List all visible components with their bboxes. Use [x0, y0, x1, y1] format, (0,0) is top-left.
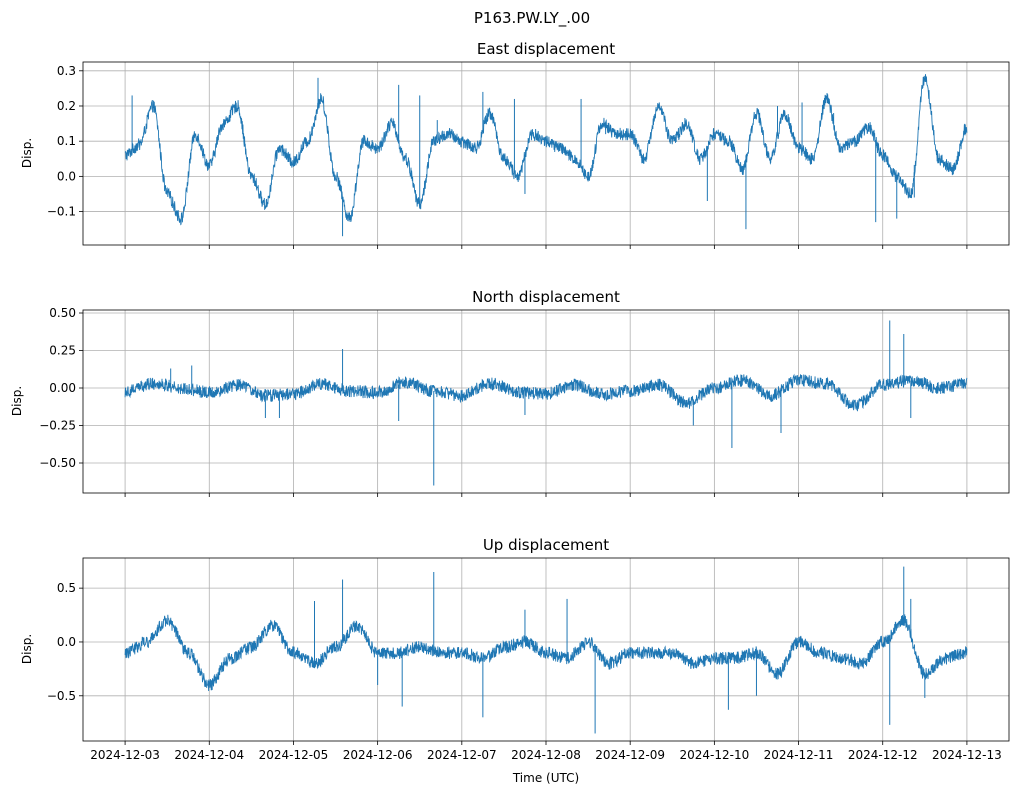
up-x-tick-label: 2024-12-08 [511, 748, 581, 762]
north-panel-title: North displacement [472, 288, 620, 306]
up-panel-title: Up displacement [483, 536, 609, 554]
up-x-tick-label: 2024-12-13 [932, 748, 1002, 762]
x-axis-label: Time (UTC) [512, 771, 579, 785]
up-x-tick-label: 2024-12-12 [848, 748, 918, 762]
east-displacement-panel: East displacement Disp. −0.1 0.0 0.1 0.2 0.3 [20, 40, 1010, 249]
east-y-tick-label: 0.2 [57, 99, 76, 113]
north-y-tick-label: −0.50 [39, 456, 76, 470]
east-y-tick-label: 0.3 [57, 64, 76, 78]
up-plot-frame [82, 557, 1010, 742]
up-x-tick-label: 2024-12-03 [90, 748, 160, 762]
up-x-tick-label: 2024-12-06 [343, 748, 413, 762]
north-y-tick-label: 0.25 [49, 344, 76, 358]
north-y-tick-label: 0.00 [49, 381, 76, 395]
up-x-tick-label: 2024-12-09 [595, 748, 665, 762]
north-displacement-series-line [124, 373, 968, 412]
up-x-tick-label: 2024-12-07 [427, 748, 497, 762]
up-y-tick-label: 0.0 [57, 635, 76, 649]
north-y-axis-label: Disp. [10, 386, 24, 416]
east-y-tick-label: 0.1 [57, 134, 76, 148]
up-x-tick-label: 2024-12-11 [764, 748, 834, 762]
east-panel-title: East displacement [477, 40, 615, 58]
east-y-tick-label: −0.1 [47, 205, 76, 219]
north-displacement-panel: North displacement Disp. −0.50 −0.25 0.00 0… [10, 288, 1010, 497]
up-x-tick-label: 2024-12-05 [259, 748, 329, 762]
up-x-tick-label: 2024-12-04 [174, 748, 244, 762]
north-y-tick-label: 0.50 [49, 306, 76, 320]
north-y-tick-label: −0.25 [39, 419, 76, 433]
up-displacement-panel: Up displacement Disp. Time (UTC) −0.5 0.0… [20, 536, 1010, 785]
up-y-axis-label: Disp. [20, 634, 34, 664]
up-x-tick-label: 2024-12-10 [679, 748, 749, 762]
east-plot-frame [82, 61, 1010, 246]
up-displacement-series-line [124, 614, 968, 692]
up-y-tick-label: −0.5 [47, 689, 76, 703]
figure-suptitle: P163.PW.LY_.00 [474, 9, 590, 28]
up-y-tick-label: 0.5 [57, 581, 76, 595]
east-displacement-series-line [124, 74, 968, 226]
east-y-tick-label: 0.0 [57, 169, 76, 183]
east-y-axis-label: Disp. [20, 138, 34, 168]
north-plot-frame [82, 309, 1010, 494]
